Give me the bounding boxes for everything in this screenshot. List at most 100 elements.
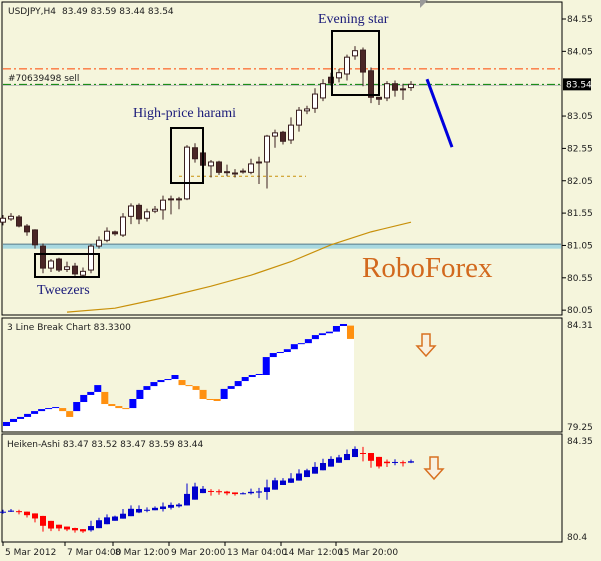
heiken-ashi-up: [96, 520, 102, 529]
price-tick-label: 81.55: [567, 209, 593, 219]
shift-marker-icon[interactable]: [420, 0, 428, 8]
line-break-block-down: [213, 398, 221, 402]
symbol-title: USDJPY,H4: [8, 7, 56, 17]
heiken-ashi-up: [128, 508, 134, 517]
candle-bear: [40, 245, 46, 269]
heiken-ashi-up: [240, 493, 246, 495]
candle-bull: [104, 230, 110, 241]
line-break-block-up: [157, 380, 165, 383]
line-break-block-up: [339, 323, 347, 327]
heiken-ashi-down: [32, 513, 38, 519]
heiken-ashi-up: [280, 480, 286, 485]
candle-bear: [280, 131, 286, 142]
candle-bear: [24, 225, 30, 233]
candle-bull: [344, 56, 350, 75]
line-break-block-up: [262, 357, 270, 375]
support-zone: [3, 244, 561, 249]
heiken-ashi-up: [256, 491, 262, 493]
candle-bear: [392, 83, 398, 91]
tweezers-box: [34, 253, 100, 278]
time-tick-label: 14 Mar 12:00: [283, 548, 343, 558]
heiken-ashi-up: [160, 506, 166, 510]
heiken-ashi-up: [152, 507, 158, 511]
time-tick-label: 7 Mar 04:00: [67, 548, 122, 558]
heiken-ashi-up: [120, 513, 126, 519]
heiken-ashi-up: [136, 508, 142, 513]
evening-star-box: [331, 30, 380, 96]
ohlc-readout: 83.49 83.59 83.44 83.54: [62, 7, 174, 17]
candle-bull: [144, 211, 150, 219]
heiken-ashi-up: [272, 480, 278, 490]
annotation-tweezers: Tweezers: [37, 283, 90, 298]
line-break-block-up: [143, 386, 151, 390]
line-break-block-up: [318, 333, 326, 336]
heiken-ashi-up: [88, 526, 94, 531]
line-break-block-up: [10, 418, 18, 422]
line-break-block-down: [108, 404, 116, 407]
candle-bear: [376, 96, 382, 100]
time-tick-label: 8 Mar 12:00: [115, 548, 170, 558]
line-break-block-up: [38, 409, 46, 412]
line-break-block-up: [150, 382, 158, 387]
heiken-ashi-down: [208, 490, 214, 492]
line-break-tick-label: 84.31: [567, 321, 593, 331]
candle-bull: [240, 170, 246, 173]
arrow-down-icon: [423, 456, 445, 481]
line-break-block-up: [297, 343, 305, 345]
candle-bear: [72, 265, 78, 275]
price-tick-label: 80.55: [567, 274, 593, 284]
heiken-ashi-down: [72, 528, 78, 531]
line-break-block-up: [31, 411, 39, 414]
line-break-block-up: [283, 349, 291, 353]
candle-bear: [112, 231, 118, 235]
candle-bull: [88, 245, 94, 271]
line-break-block-down: [66, 411, 74, 417]
candle-bull: [352, 50, 358, 57]
price-tick-label: 83.05: [567, 112, 593, 122]
candle-bull: [272, 132, 278, 137]
heiken-ashi-up: [200, 488, 206, 494]
candle-bull: [128, 205, 134, 217]
heiken-ashi-down: [360, 452, 366, 454]
heiken-ashi-down: [224, 491, 230, 494]
candle-bear: [136, 204, 142, 220]
candle-bear: [224, 171, 230, 174]
line-break-block-down: [192, 386, 200, 390]
line-break-block-up: [129, 398, 137, 409]
heiken-ashi-up: [288, 478, 294, 483]
heiken-ashi-down: [24, 511, 30, 516]
heiken-ashi-down: [48, 520, 54, 529]
heiken-ashi-label: Heiken-Ashi 83.47 83.52 83.47 83.59 83.4…: [7, 440, 203, 450]
heiken-ashi-up: [320, 462, 326, 471]
line-break-block-up: [136, 389, 144, 399]
heiken-ashi-up: [392, 461, 398, 463]
candle-bull: [0, 217, 6, 223]
moving-average-line: [66, 221, 412, 313]
candle-bear: [232, 172, 238, 175]
line-break-block-down: [206, 398, 214, 400]
line-break-block-down: [346, 325, 354, 339]
price-tick-label: 82.05: [567, 177, 593, 187]
heiken-ashi-down: [368, 453, 374, 461]
annotation-evening-star: Evening star: [318, 12, 389, 27]
candle-bull: [8, 215, 14, 220]
heiken-ashi-up: [0, 511, 6, 513]
line-break-block-up: [94, 385, 102, 392]
candle-bull: [208, 161, 214, 167]
candle-bear: [56, 258, 62, 271]
line-break-block-up: [164, 379, 172, 381]
candle-bull: [384, 83, 390, 99]
candle-bull: [296, 109, 302, 126]
heiken-ashi-up: [176, 504, 182, 507]
candle-bear: [368, 70, 374, 98]
candle-bull: [256, 161, 262, 164]
heiken-ashi-up: [304, 470, 310, 478]
price-tick-label: 82.55: [567, 144, 593, 154]
heiken-ashi-up: [328, 458, 334, 467]
line-break-block-down: [122, 408, 130, 410]
candle-bull: [64, 266, 70, 270]
line-break-block-down: [199, 389, 207, 399]
heiken-ashi-up: [248, 491, 254, 494]
candle-bull: [320, 83, 326, 99]
line-break-block-up: [304, 339, 312, 344]
